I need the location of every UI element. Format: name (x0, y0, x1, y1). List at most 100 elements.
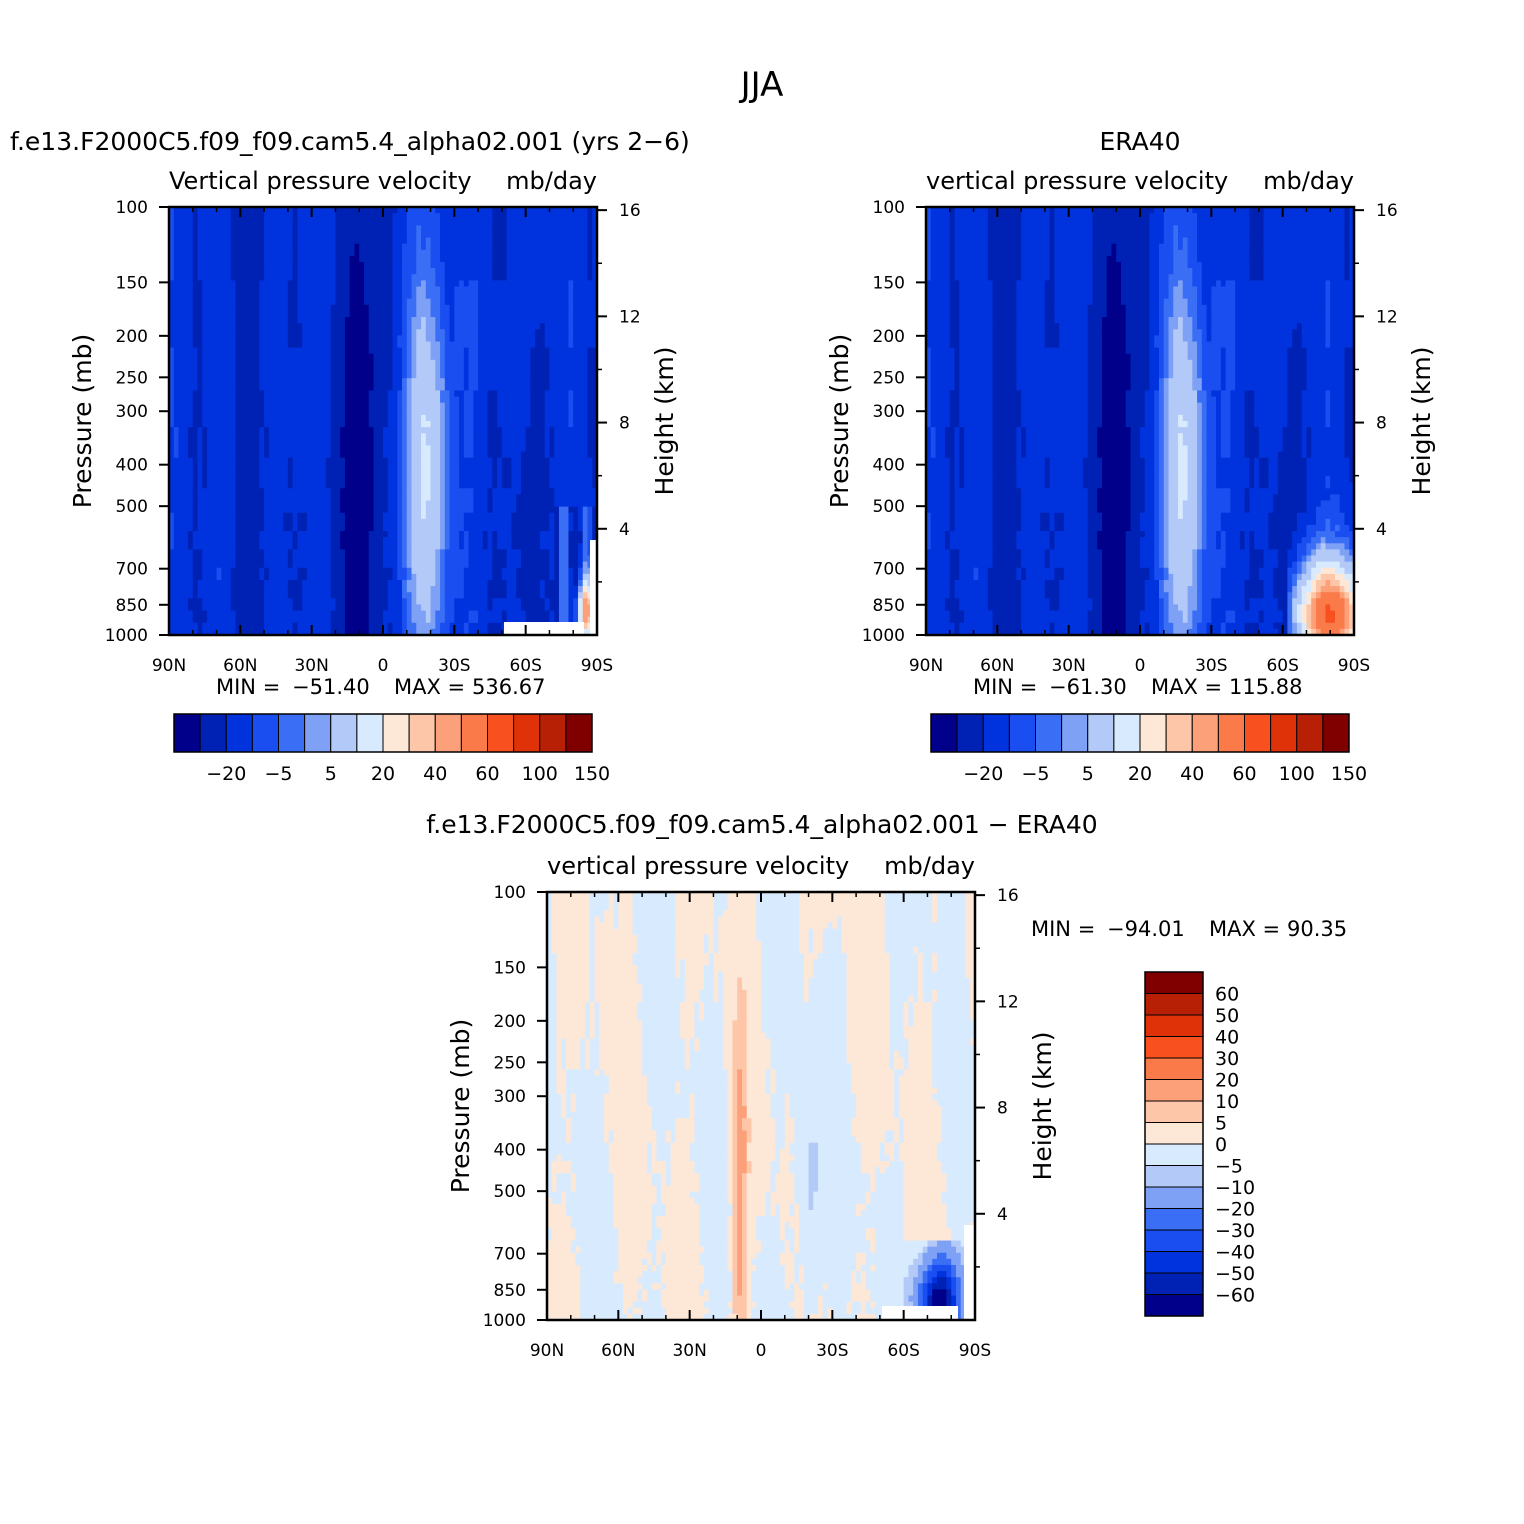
contour-cell (250, 439, 255, 446)
contour-cell (245, 598, 250, 605)
contour-cell (378, 617, 383, 624)
contour-cell (278, 617, 283, 624)
contour-cell (492, 598, 497, 605)
contour-cell (335, 390, 340, 397)
contour-cell (445, 611, 450, 618)
contour-cell (421, 225, 426, 232)
contour-cell (245, 256, 250, 263)
contour-cell (255, 494, 260, 501)
contour-cell (321, 348, 326, 355)
contour-cell (202, 604, 207, 611)
contour-cell (207, 250, 212, 257)
contour-cell (250, 445, 255, 452)
contour-cell (492, 482, 497, 489)
contour-cell (297, 433, 302, 440)
contour-cell (278, 500, 283, 507)
contour-cell (435, 525, 440, 532)
contour-cell (407, 592, 412, 599)
contour-cell (359, 403, 364, 410)
contour-cell (293, 250, 298, 257)
contour-cell (369, 586, 374, 593)
contour-cell (207, 586, 212, 593)
contour-cell (183, 617, 188, 624)
contour-cell (293, 366, 298, 373)
contour-cell (335, 238, 340, 245)
contour-cell (345, 458, 350, 465)
contour-cell (359, 439, 364, 446)
contour-cell (459, 452, 464, 459)
contour-cell (350, 329, 355, 336)
contour-cell (283, 397, 288, 404)
contour-cell (431, 537, 436, 544)
contour-cell (478, 238, 483, 245)
contour-cell (383, 403, 388, 410)
contour-cell (478, 519, 483, 526)
contour-cell (407, 378, 412, 385)
contour-cell (316, 342, 321, 349)
contour-cell (326, 262, 331, 269)
contour-cell (426, 213, 431, 220)
contour-cell (274, 574, 279, 581)
contour-cell (478, 445, 483, 452)
contour-cell (378, 421, 383, 428)
contour-cell (431, 348, 436, 355)
contour-cell (435, 415, 440, 422)
contour-cell (240, 372, 245, 379)
contour-cell (383, 354, 388, 361)
contour-cell (240, 574, 245, 581)
contour-cell (240, 525, 245, 532)
contour-cell (179, 580, 184, 587)
contour-cell (469, 470, 474, 477)
contour-cell (502, 360, 507, 367)
contour-cell (354, 433, 359, 440)
contour-cell (507, 286, 512, 293)
contour-cell (454, 335, 459, 342)
contour-cell (288, 513, 293, 520)
contour-cell (450, 274, 455, 281)
contour-cell (478, 452, 483, 459)
contour-cell (350, 378, 355, 385)
contour-cell (335, 384, 340, 391)
contour-cell (393, 323, 398, 330)
contour-cell (492, 623, 497, 630)
contour-cell (293, 311, 298, 318)
contour-cell (331, 238, 336, 245)
contour-cell (245, 611, 250, 618)
contour-cell (469, 488, 474, 495)
contour-cell (412, 598, 417, 605)
contour-cell (464, 342, 469, 349)
contour-cell (174, 488, 179, 495)
contour-cell (388, 299, 393, 306)
contour-cell (431, 360, 436, 367)
contour-cell (502, 556, 507, 563)
contour-cell (340, 317, 345, 324)
contour-cell (378, 415, 383, 422)
contour-cell (326, 403, 331, 410)
contour-cell (264, 378, 269, 385)
contour-cell (198, 439, 203, 446)
contour-cell (226, 213, 231, 220)
contour-cell (250, 617, 255, 624)
contour-cell (502, 231, 507, 238)
contour-cell (383, 384, 388, 391)
contour-cell (359, 372, 364, 379)
contour-cell (212, 403, 217, 410)
contour-cell (383, 372, 388, 379)
contour-cell (488, 360, 493, 367)
contour-cell (431, 299, 436, 306)
contour-cell (497, 537, 502, 544)
contour-cell (497, 586, 502, 593)
contour-cell (269, 531, 274, 538)
contour-cell (454, 452, 459, 459)
contour-cell (364, 458, 369, 465)
contour-cell (388, 427, 393, 434)
contour-cell (459, 580, 464, 587)
contour-cell (188, 433, 193, 440)
contour-cell (364, 244, 369, 251)
contour-cell (240, 354, 245, 361)
contour-cell (259, 305, 264, 312)
contour-cell (502, 562, 507, 569)
contour-cell (473, 238, 478, 245)
contour-cell (193, 238, 198, 245)
contour-cell (440, 403, 445, 410)
